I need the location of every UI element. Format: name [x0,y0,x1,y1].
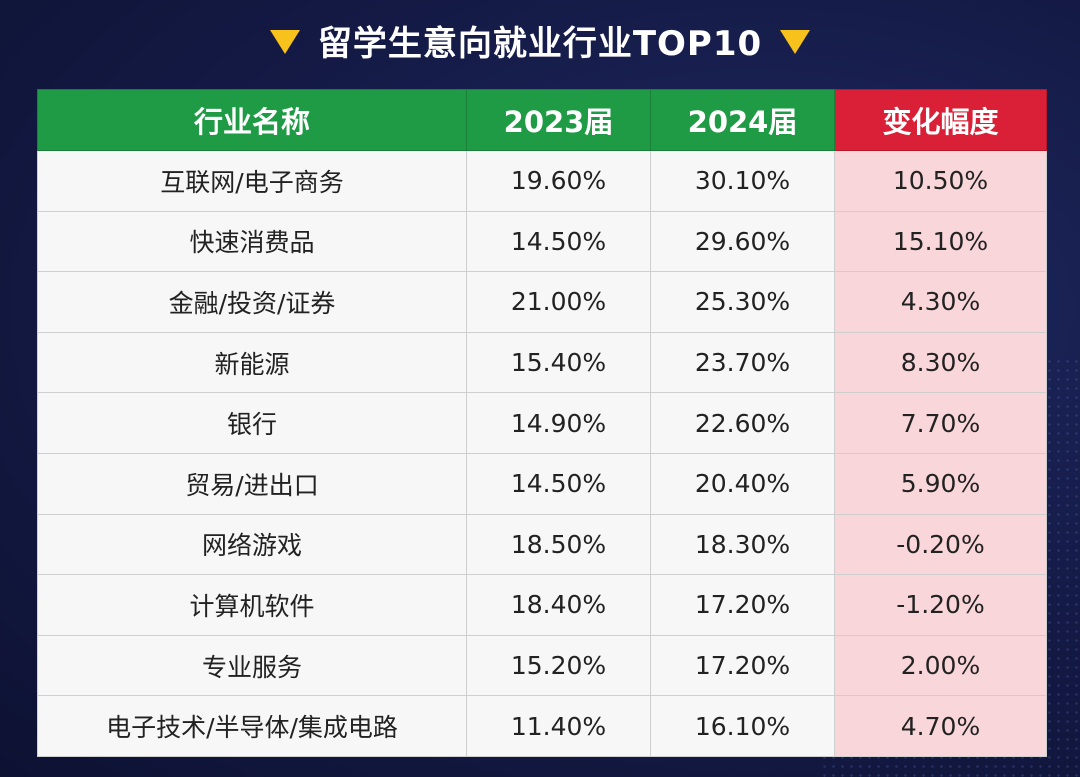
table-row: 金融/投资/证券 21.00% 25.30% 4.30% [37,271,1047,333]
value-2024-cell: 30.10% [650,150,835,212]
column-header-industry: 行业名称 [37,89,467,151]
value-2023-cell: 15.40% [466,331,651,394]
industry-cell: 贸易/进出口 [37,452,467,515]
value-2023-cell: 21.00% [466,271,651,333]
industry-cell: 计算机软件 [37,574,467,636]
value-2023-cell: 18.40% [466,574,651,636]
value-2023-cell: 19.60% [466,150,651,212]
industry-cell: 网络游戏 [37,513,467,576]
title-bar: 留学生意向就业行业TOP10 [0,0,1080,80]
change-cell: 2.00% [834,634,1047,697]
industry-cell: 银行 [37,392,467,454]
change-cell: 10.50% [834,150,1047,212]
value-2024-cell: 23.70% [650,331,835,394]
value-2024-cell: 17.20% [650,634,835,697]
column-header-2024: 2024届 [650,89,835,151]
industry-cell: 新能源 [37,331,467,394]
table-row: 新能源 15.40% 23.70% 8.30% [37,331,1047,394]
industry-cell: 电子技术/半导体/集成电路 [37,695,467,757]
change-cell: 4.70% [834,695,1047,757]
value-2024-cell: 18.30% [650,513,835,576]
table-row: 网络游戏 18.50% 18.30% -0.20% [37,513,1047,576]
value-2024-cell: 22.60% [650,392,835,454]
column-header-change: 变化幅度 [834,89,1047,151]
table-row: 贸易/进出口 14.50% 20.40% 5.90% [37,452,1047,515]
value-2023-cell: 14.50% [466,452,651,515]
value-2024-cell: 25.30% [650,271,835,333]
change-cell: -0.20% [834,513,1047,576]
table-header-row: 行业名称 2023届 2024届 变化幅度 [37,89,1047,151]
value-2024-cell: 16.10% [650,695,835,757]
value-2023-cell: 18.50% [466,513,651,576]
table-row: 专业服务 15.20% 17.20% 2.00% [37,634,1047,697]
table-row: 互联网/电子商务 19.60% 30.10% 10.50% [37,150,1047,212]
table-row: 电子技术/半导体/集成电路 11.40% 16.10% 4.70% [37,695,1047,757]
change-cell: 8.30% [834,331,1047,394]
industry-cell: 互联网/电子商务 [37,150,467,212]
value-2024-cell: 20.40% [650,452,835,515]
column-header-2023: 2023届 [466,89,651,151]
industry-cell: 专业服务 [37,634,467,697]
change-cell: 4.30% [834,271,1047,333]
page-title: 留学生意向就业行业TOP10 [317,23,763,64]
down-triangle-icon-left [269,30,300,54]
value-2023-cell: 14.50% [466,210,651,273]
value-2024-cell: 29.60% [650,210,835,273]
value-2023-cell: 14.90% [466,392,651,454]
industry-table: 行业名称 2023届 2024届 变化幅度 互联网/电子商务 19.60% 30.1… [37,89,1047,757]
down-triangle-icon-right [780,30,811,54]
table-row: 计算机软件 18.40% 17.20% -1.20% [37,574,1047,636]
value-2023-cell: 15.20% [466,634,651,697]
value-2023-cell: 11.40% [466,695,651,757]
table-row: 银行 14.90% 22.60% 7.70% [37,392,1047,454]
change-cell: 5.90% [834,452,1047,515]
change-cell: 7.70% [834,392,1047,454]
table-body: 互联网/电子商务 19.60% 30.10% 10.50% 快速消费品 14.50% 29.… [37,150,1047,757]
industry-cell: 快速消费品 [37,210,467,273]
table-row: 快速消费品 14.50% 29.60% 15.10% [37,210,1047,273]
change-cell: -1.20% [834,574,1047,636]
change-cell: 15.10% [834,210,1047,273]
value-2024-cell: 17.20% [650,574,835,636]
industry-cell: 金融/投资/证券 [37,271,467,333]
